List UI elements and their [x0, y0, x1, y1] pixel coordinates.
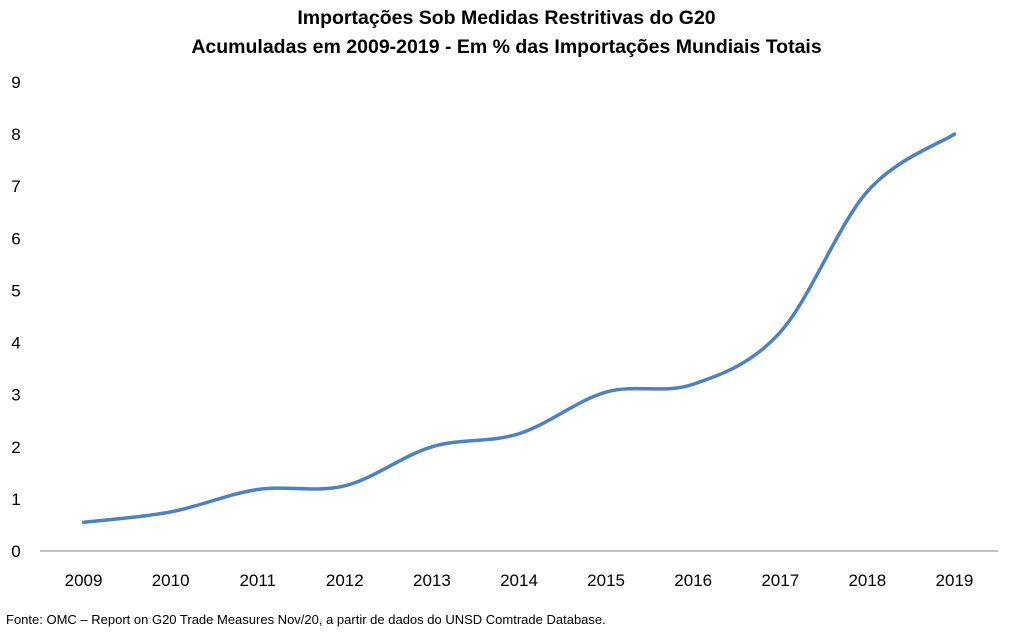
y-tick-label: 2 [11, 438, 20, 457]
x-tick-label: 2017 [761, 571, 799, 590]
y-tick-label: 9 [11, 73, 20, 92]
x-tick-label: 2015 [587, 571, 625, 590]
source-note: Fonte: OMC – Report on G20 Trade Measure… [6, 612, 606, 627]
chart-title: Importações Sob Medidas Restritivas do G… [297, 7, 716, 29]
x-tick-label: 2018 [848, 571, 886, 590]
series-group [81, 132, 957, 525]
y-tick-label: 5 [11, 281, 20, 300]
y-axis-ticks: 0 1 2 3 4 5 6 7 8 9 [11, 73, 20, 561]
x-tick-label: 2019 [936, 571, 974, 590]
chart-subtitle: Acumuladas em 2009-2019 - Em % das Impor… [191, 36, 822, 58]
x-tick-label: 2012 [326, 571, 364, 590]
y-tick-label: 8 [11, 125, 20, 144]
series-line [81, 132, 957, 525]
y-tick-label: 7 [11, 177, 20, 196]
y-tick-label: 4 [11, 334, 20, 353]
x-tick-label: 2016 [674, 571, 712, 590]
y-tick-label: 6 [11, 229, 20, 248]
y-tick-label: 1 [11, 490, 20, 509]
x-tick-label: 2011 [239, 571, 276, 590]
x-tick-label: 2013 [413, 571, 451, 590]
y-tick-label: 0 [11, 542, 20, 561]
x-axis-ticks: 2009 2010 2011 2012 2013 2014 2015 2016 2017 2018… [65, 571, 974, 590]
x-tick-label: 2010 [152, 571, 190, 590]
x-tick-label: 2014 [500, 571, 538, 590]
y-tick-label: 3 [11, 386, 20, 405]
x-tick-label: 2009 [65, 571, 103, 590]
